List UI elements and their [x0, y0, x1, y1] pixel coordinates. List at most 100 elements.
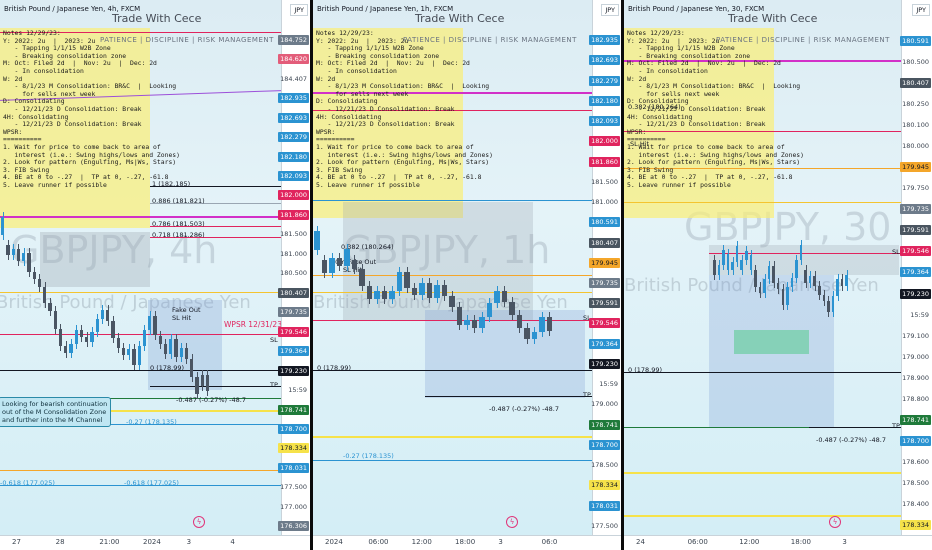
chart-plot-area[interactable]: GBPJPY, 4h British Pound / Japanese Yen …: [0, 0, 282, 536]
time-tick: 06:00: [368, 538, 389, 546]
lightning-icon[interactable]: ϟ: [829, 516, 841, 528]
price-tick: 180.500: [280, 269, 307, 278]
candle-body: [831, 295, 835, 313]
candle-body: [808, 275, 812, 284]
chart-pane-30m[interactable]: GBPJPY, 30 British Pound / Japanese Yen …: [624, 0, 932, 550]
price-label: 178.741: [589, 419, 620, 430]
candle-body: [479, 317, 485, 328]
banner-text: PATIENCE | DISCIPLINE | RISK MANAGEMENT: [403, 36, 577, 44]
time-tick: 06:0: [541, 538, 558, 546]
price-label: 179.230: [278, 365, 309, 376]
candle-body: [404, 272, 410, 289]
currency-button[interactable]: JPY: [290, 4, 308, 16]
fib-line-0886: [150, 203, 282, 204]
price-label: 182.000: [589, 136, 620, 147]
lightning-icon[interactable]: ϟ: [193, 516, 205, 528]
pane-divider[interactable]: [310, 0, 313, 550]
description-watermark: British Pound / Japanese Yen: [0, 292, 251, 313]
green-level: [0, 398, 282, 399]
chart-pane-1h[interactable]: GBPJPY, 1h British Pound / Japanese Yen …: [313, 0, 621, 550]
currency-button[interactable]: JPY: [601, 4, 619, 16]
candle-body: [781, 289, 785, 306]
price-label: 184.752: [278, 34, 309, 45]
price-label: 181.860: [278, 209, 309, 220]
currency-button[interactable]: JPY: [912, 4, 930, 16]
chart-pane-4h[interactable]: GBPJPY, 4h British Pound / Japanese Yen …: [0, 0, 310, 550]
price-label: 178.334: [278, 443, 309, 454]
candle-body: [840, 278, 844, 286]
candle-body: [396, 272, 402, 291]
notes-background: [624, 28, 774, 218]
candle-body: [11, 248, 15, 256]
fib-line-0: [313, 370, 593, 371]
callout-note[interactable]: Looking for bearish continuation out of …: [0, 397, 112, 427]
candle-body: [64, 346, 68, 354]
fib-label-neg027: -0.27 (178.135): [343, 452, 394, 460]
price-label: 178.700: [278, 423, 309, 434]
candle-body: [48, 302, 52, 312]
symbol-watermark: GBPJPY, 4h: [10, 228, 218, 272]
lightning-icon[interactable]: ϟ: [506, 516, 518, 528]
sl-hit-label: SL Hit: [172, 314, 192, 322]
price-label: 182.093: [589, 116, 620, 127]
price-label: 180.591: [589, 217, 620, 228]
candle-body: [731, 262, 734, 270]
price-label: 176.306: [278, 521, 309, 532]
watermark-title: Trade With Cece: [415, 12, 505, 25]
candle-body: [366, 286, 372, 300]
time-axis[interactable]: 24 06:00 12:00 18:00 3: [624, 535, 932, 550]
time-tick: 12:00: [739, 538, 760, 546]
fib-label-neg0487: -0.487 (-0.27%) -48.7: [176, 396, 246, 404]
time-tick: 27: [12, 538, 21, 546]
price-label: 178.031: [589, 500, 620, 511]
candle-body: [148, 316, 152, 330]
fib-line-0: [624, 372, 902, 373]
banner-text: PATIENCE | DISCIPLINE | RISK MANAGEMENT: [100, 36, 274, 44]
candle-body: [740, 260, 743, 270]
price-scale[interactable]: JPY 180.591 180.500 180.407 180.250 180.100 1…: [900, 0, 932, 536]
candle-body: [1, 216, 5, 235]
price-tick: 178.500: [591, 461, 618, 470]
candle-body: [456, 307, 462, 325]
symbol-title[interactable]: British Pound / Japanese Yen, 30, FXCM: [628, 5, 765, 13]
fake-out-label: Fake Out: [172, 306, 201, 314]
red-level: [0, 334, 282, 335]
candle-body: [389, 290, 395, 299]
candle-body: [758, 287, 762, 294]
candle-body: [90, 331, 94, 342]
candle-body: [449, 296, 455, 308]
candle-body: [184, 348, 188, 359]
candle-body: [85, 336, 89, 342]
price-label: 182.180: [589, 95, 620, 106]
candle-body: [205, 375, 209, 391]
price-tick: 180.000: [902, 141, 929, 150]
time-axis[interactable]: 27 28 21:00 2024 3 4: [0, 535, 310, 550]
price-label: 179.546: [900, 246, 931, 257]
price-label: 179.364: [589, 338, 620, 349]
red-level-2: [709, 253, 902, 254]
yellow-level: [313, 292, 593, 293]
chart-plot-area[interactable]: GBPJPY, 1h British Pound / Japanese Yen …: [313, 0, 593, 536]
candle-body: [16, 248, 20, 261]
symbol-watermark: GBPJPY, 1h: [343, 228, 551, 272]
chart-plot-area[interactable]: GBPJPY, 30 British Pound / Japanese Yen …: [624, 0, 902, 536]
candle-body: [111, 321, 115, 338]
fib-line-0786: [150, 226, 282, 227]
price-tick: 178.600: [902, 458, 929, 467]
pane-divider[interactable]: [621, 0, 624, 550]
yellow-level-2: [624, 472, 902, 474]
symbol-title[interactable]: British Pound / Japanese Yen, 1h, FXCM: [317, 5, 454, 13]
time-axis[interactable]: 2024 06:00 12:00 18:00 3 06:0: [313, 535, 621, 550]
blue-level: [0, 424, 282, 425]
price-scale[interactable]: JPY 184.752 184.620 184.407 182.935 182.693 1…: [278, 0, 310, 536]
candle-body: [314, 230, 320, 250]
yellow-level-2: [313, 436, 593, 438]
trading-notes: Notes 12/29/23: Y: 2022: 2u | 2023: 2u -…: [627, 29, 804, 189]
candle-body: [754, 270, 757, 288]
price-scale[interactable]: JPY 182.935 182.693 182.279 182.180 182.093 1…: [589, 0, 621, 536]
symbol-title[interactable]: British Pound / Japanese Yen, 4h, FXCM: [4, 5, 141, 13]
price-tick: 177.000: [280, 502, 307, 511]
price-label: 179.230: [589, 358, 620, 369]
target-line: [150, 386, 282, 387]
candle-body: [137, 346, 141, 365]
